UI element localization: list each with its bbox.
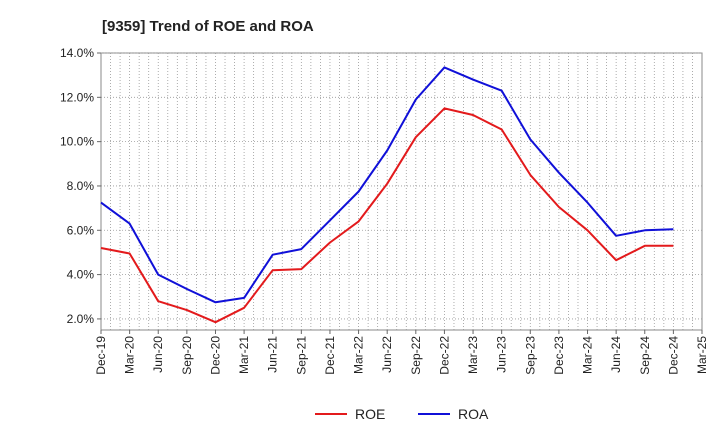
grid-lines: [101, 52, 702, 330]
x-tick-label: Sep-24: [638, 336, 652, 375]
y-tick-label: 10.0%: [60, 135, 94, 149]
y-axis-ticks: 2.0% 4.0% 6.0% 8.0% 10.0% 12.0% 14.0%: [60, 46, 101, 326]
x-axis-ticks: Dec-19 Mar-20 Jun-20 Sep-20 Dec-20 Mar-21 Jun-…: [94, 330, 709, 375]
x-tick-label: Dec-22: [437, 336, 451, 375]
x-tick-label: Jun-24: [609, 336, 623, 373]
x-tick-label: Mar-25: [695, 336, 709, 374]
chart-title: [9359] Trend of ROE and ROA: [102, 18, 314, 35]
y-tick-label: 6.0%: [67, 223, 95, 237]
x-tick-label: Jun-23: [495, 336, 509, 373]
x-tick-label: Dec-19: [94, 336, 108, 375]
x-tick-label: Jun-22: [380, 336, 394, 373]
y-tick-label: 8.0%: [67, 179, 95, 193]
x-tick-label: Sep-23: [523, 336, 537, 375]
x-tick-label: Dec-24: [666, 336, 680, 375]
x-tick-label: Mar-21: [237, 336, 251, 374]
x-tick-label: Sep-22: [409, 336, 423, 375]
x-tick-label: Mar-22: [352, 336, 366, 374]
plot-area: [100, 52, 703, 331]
x-tick-label: Mar-23: [466, 336, 480, 374]
legend: ROE ROA: [315, 406, 489, 422]
series-line-roe: [100, 107, 674, 324]
x-tick-label: Sep-21: [294, 336, 308, 375]
x-tick-label: Mar-24: [581, 336, 595, 374]
y-tick-label: 14.0%: [60, 46, 94, 60]
series-line-roa: [100, 66, 674, 304]
x-tick-label: Mar-20: [123, 336, 137, 374]
x-tick-label: Dec-23: [552, 336, 566, 375]
y-tick-label: 2.0%: [67, 312, 95, 326]
legend-label-roe: ROE: [355, 406, 385, 422]
y-tick-label: 4.0%: [67, 268, 95, 282]
x-tick-label: Dec-20: [208, 336, 222, 375]
series-lines: [100, 66, 674, 324]
legend-label-roa: ROA: [458, 406, 489, 422]
x-tick-label: Sep-20: [180, 336, 194, 375]
x-tick-label: Dec-21: [323, 336, 337, 375]
y-tick-label: 12.0%: [60, 90, 94, 104]
x-tick-label: Jun-21: [266, 336, 280, 373]
x-tick-label: Jun-20: [151, 336, 165, 373]
